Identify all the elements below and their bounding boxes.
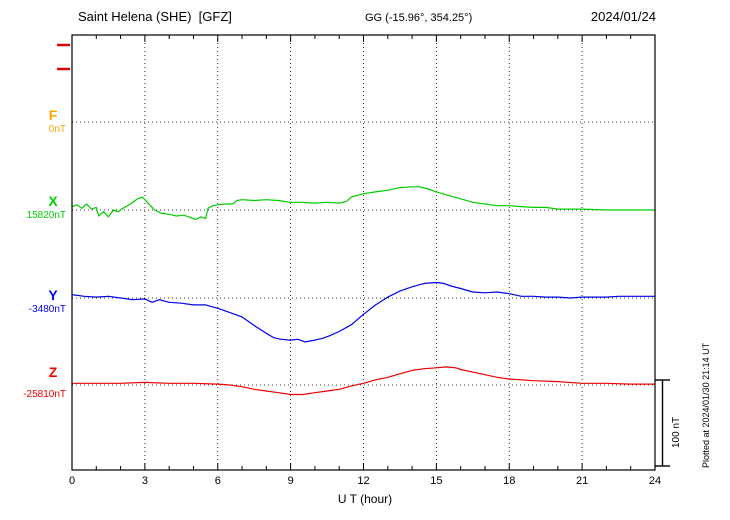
- series-label-f: F: [48, 107, 58, 123]
- plotted-at-note: Plotted at 2024/01/30 21:14 UT: [701, 342, 711, 468]
- x-tick-label: 0: [68, 475, 76, 487]
- series-label-x: X: [48, 193, 58, 209]
- x-axis-label: U T (hour): [337, 492, 393, 506]
- x-tick-label: 3: [141, 475, 148, 487]
- series-baseline-value-y: -3480nT: [28, 304, 66, 315]
- series-baseline-value-f: 0nT: [48, 124, 66, 135]
- station-title: Saint Helena (SHE) [GFZ]: [78, 9, 232, 24]
- x-tick-label: 6: [214, 475, 221, 487]
- gg-coordinates: GG (-15.96°, 354.25°): [365, 12, 473, 24]
- series-label-y: Y: [48, 287, 58, 303]
- x-tick-label: 12: [357, 475, 370, 487]
- series-baseline-value-z: -25810nT: [23, 389, 66, 400]
- series-baseline-value-x: 15820nT: [26, 210, 66, 221]
- plot-date: 2024/01/24: [590, 9, 656, 24]
- x-tick-label: 24: [648, 475, 662, 487]
- x-tick-label: 21: [576, 475, 589, 487]
- x-tick-label: 18: [503, 475, 516, 487]
- series-label-z: Z: [48, 364, 58, 380]
- scale-bar-label: 100 nT: [671, 416, 682, 448]
- x-tick-label: 15: [430, 475, 443, 487]
- x-tick-label: 9: [287, 475, 294, 487]
